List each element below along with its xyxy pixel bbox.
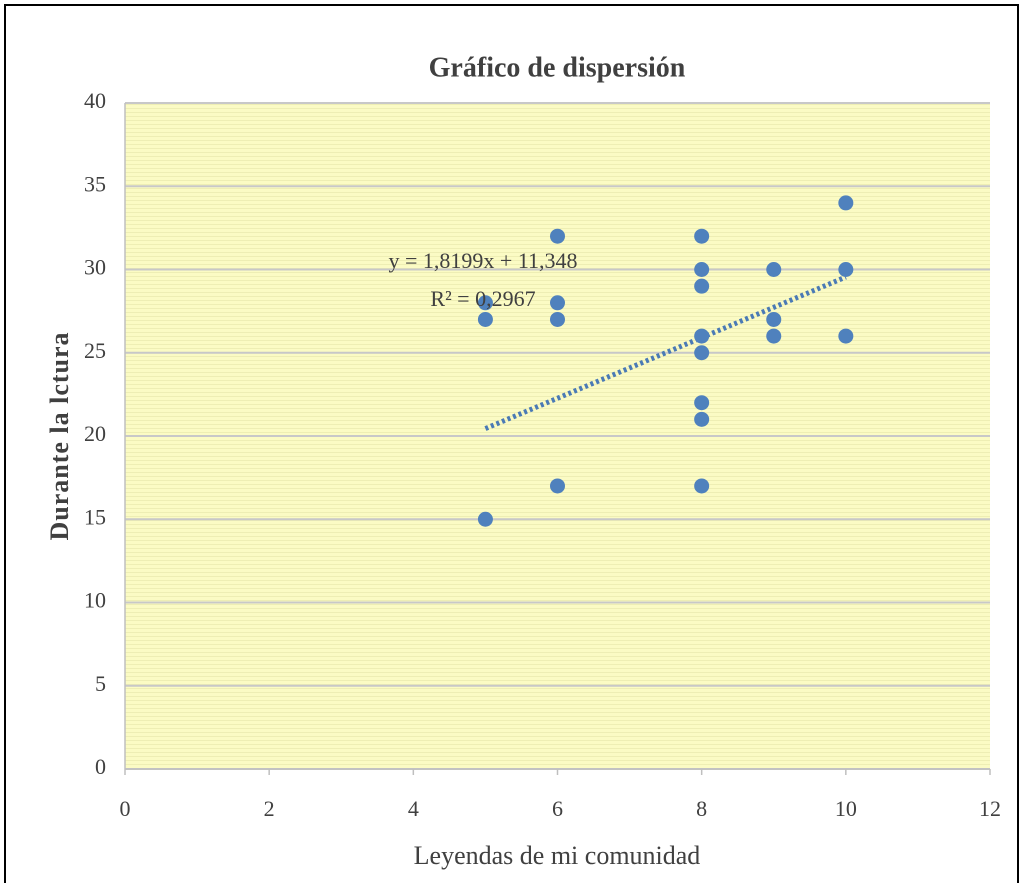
x-tick-label: 2 <box>264 796 275 821</box>
x-tick-label: 4 <box>408 796 419 821</box>
r-squared: R² = 0,2967 <box>430 286 535 311</box>
y-tick-label: 30 <box>84 255 106 280</box>
point <box>694 328 710 344</box>
point <box>694 411 710 427</box>
point <box>694 228 710 244</box>
chart-title: Gráfico de dispersión <box>429 52 686 83</box>
y-tick-label: 15 <box>84 504 106 529</box>
point <box>694 478 710 494</box>
x-tick-label: 8 <box>696 796 707 821</box>
point <box>477 311 493 327</box>
trendline <box>484 274 847 431</box>
point <box>838 262 854 277</box>
y-axis-label: Durante la lctura <box>45 331 74 540</box>
y-tick-label: 0 <box>95 754 106 779</box>
point <box>550 295 565 311</box>
point <box>766 311 782 327</box>
point <box>766 328 782 344</box>
point <box>694 395 710 411</box>
point <box>550 228 565 244</box>
x-tick-label: 6 <box>552 796 563 821</box>
frame <box>4 4 1019 883</box>
point <box>694 262 710 277</box>
point <box>550 311 565 327</box>
x-tick-label: 12 <box>979 796 1001 821</box>
point <box>550 478 565 494</box>
point <box>694 278 710 294</box>
y-tick-label: 5 <box>95 671 106 696</box>
point <box>838 328 854 344</box>
point <box>477 511 493 527</box>
point <box>838 195 854 211</box>
trendline-equation: y = 1,8199x + 11,348 <box>389 248 578 273</box>
y-tick-label: 40 <box>84 88 106 113</box>
x-tick-label: 10 <box>835 796 857 821</box>
point <box>694 345 710 361</box>
y-tick-label: 10 <box>84 588 106 613</box>
y-tick-label: 20 <box>84 421 106 446</box>
x-axis-label: Leyendas de mi comunidad <box>414 841 701 870</box>
point <box>477 295 493 311</box>
x-tick-label: 0 <box>120 796 131 821</box>
y-tick-label: 25 <box>84 338 106 363</box>
point <box>766 262 782 277</box>
y-tick-label: 35 <box>84 171 106 196</box>
